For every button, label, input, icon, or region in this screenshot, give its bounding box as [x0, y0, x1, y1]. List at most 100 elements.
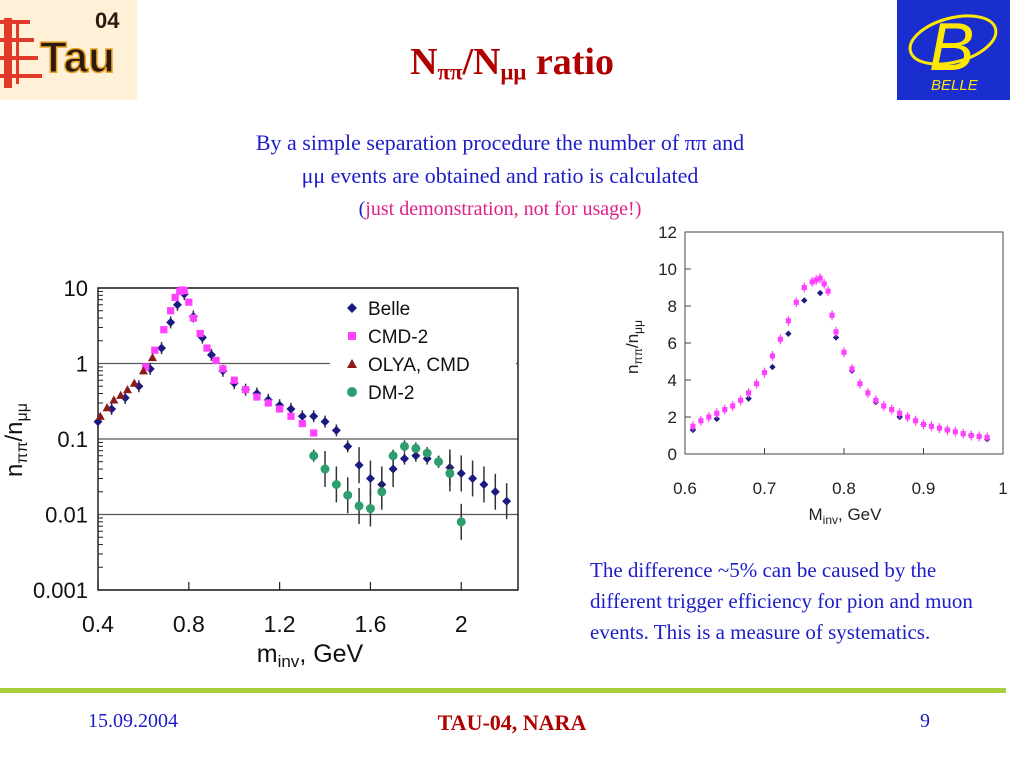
left-y-tick-label: 0.001	[33, 578, 88, 603]
right-point-cmd-2	[833, 329, 839, 335]
right-x-tick-label: 0.9	[912, 479, 936, 498]
left-x-tick-label: 0.4	[82, 611, 114, 637]
left-point-belle	[320, 417, 330, 427]
intro-disclaimer: just demonstration, not for usage!)	[365, 198, 642, 220]
legend-label: DM-2	[368, 383, 414, 404]
left-point-olya-cmd	[129, 378, 139, 387]
footer-divider	[0, 688, 1006, 693]
left-point-belle	[286, 404, 296, 414]
left-point-dm-2	[365, 504, 375, 514]
right-point-cmd-2	[706, 414, 712, 420]
left-x-axis-label: minv, GeV	[257, 640, 364, 671]
left-point-belle	[456, 468, 466, 478]
right-point-cmd-2	[809, 279, 815, 285]
left-point-belle	[120, 393, 130, 403]
left-y-tick-label: 10	[64, 276, 88, 301]
right-point-cmd-2	[738, 397, 744, 403]
right-point-belle	[816, 289, 824, 297]
left-point-dm-2	[456, 517, 466, 527]
right-point-cmd-2	[722, 407, 728, 413]
right-x-tick-label: 0.7	[753, 479, 777, 498]
right-point-cmd-2	[952, 429, 958, 435]
right-point-cmd-2	[746, 390, 752, 396]
left-point-dm-2	[399, 441, 409, 451]
left-x-tick-label: 2	[455, 611, 468, 637]
left-point-belle	[411, 451, 421, 461]
left-point-belle	[309, 411, 319, 421]
left-point-olya-cmd	[123, 385, 133, 394]
right-point-cmd-2	[690, 423, 696, 429]
legend-marker-dm-2	[347, 387, 357, 397]
right-y-axis-label: nππ/nμμ	[623, 320, 645, 374]
left-point-cmd-2	[196, 329, 204, 338]
left-point-cmd-2	[253, 393, 261, 401]
right-x-axis-label: Minv, GeV	[809, 505, 883, 527]
left-point-dm-2	[377, 487, 387, 497]
right-point-cmd-2	[905, 414, 911, 420]
left-point-belle	[172, 300, 182, 310]
legend-marker-belle	[347, 303, 357, 313]
right-point-cmd-2	[817, 275, 823, 281]
right-point-belle	[801, 297, 808, 304]
left-point-dm-2	[411, 443, 421, 453]
left-x-tick-label: 1.6	[354, 611, 386, 637]
left-point-cmd-2	[160, 326, 168, 334]
left-point-cmd-2	[185, 298, 193, 306]
left-point-dm-2	[388, 451, 398, 461]
right-y-tick-label: 12	[658, 223, 677, 242]
right-point-cmd-2	[881, 403, 887, 409]
left-point-cmd-2	[189, 314, 197, 322]
right-point-belle	[785, 330, 792, 337]
right-point-cmd-2	[944, 427, 950, 433]
tau-logo-year: 04	[95, 8, 120, 33]
left-point-belle	[490, 487, 500, 497]
tau-04-logo: 04 Tau	[0, 0, 137, 100]
left-point-cmd-2	[167, 307, 175, 315]
left-legend-box	[330, 292, 516, 404]
legend-marker-cmd-2	[348, 332, 356, 340]
intro-line-2: μμ events are obtained and ratio is calc…	[301, 163, 699, 188]
left-point-belle	[365, 473, 375, 483]
right-point-belle	[769, 363, 776, 371]
left-point-dm-2	[331, 479, 341, 489]
right-y-tick-label: 8	[668, 297, 677, 316]
left-point-dm-2	[434, 457, 444, 467]
left-point-cmd-2	[180, 287, 188, 295]
left-x-tick-label: 1.2	[264, 611, 296, 637]
left-point-cmd-2	[276, 405, 284, 413]
left-point-cmd-2	[241, 386, 250, 394]
right-point-cmd-2	[825, 288, 831, 294]
right-x-tick-label: 0.6	[673, 479, 697, 498]
left-point-dm-2	[343, 490, 353, 500]
belle-logo-text: BELLE	[931, 77, 979, 94]
left-point-cmd-2	[151, 346, 159, 354]
left-point-dm-2	[445, 468, 455, 478]
left-point-belle	[468, 473, 478, 483]
right-point-cmd-2	[730, 403, 736, 409]
slide-title: Nππ/Nμμ ratio	[0, 40, 1024, 86]
title-n: N	[410, 41, 438, 83]
belle-logo: B BELLE	[897, 0, 1010, 100]
intro-paren: (	[358, 198, 366, 220]
right-point-cmd-2	[889, 407, 895, 413]
right-point-cmd-2	[912, 418, 919, 424]
legend-marker-olya-cmd	[347, 359, 357, 368]
right-point-cmd-2	[928, 423, 935, 429]
left-point-dm-2	[320, 464, 330, 474]
left-point-dm-2	[422, 448, 432, 458]
left-point-cmd-2	[219, 365, 227, 373]
right-point-cmd-2	[793, 299, 799, 305]
right-y-tick-label: 10	[658, 260, 677, 279]
left-point-belle	[157, 343, 167, 353]
left-point-olya-cmd	[95, 411, 105, 420]
right-point-cmd-2	[873, 397, 879, 403]
left-y-tick-label: 1	[76, 352, 88, 377]
left-point-belle	[388, 464, 398, 474]
ratio-linear-chart: 0 2 4 6 8 10 12 0.6 0.7 0.8 0.9 1 nππ/nμμ Minv, Ge…	[623, 223, 1008, 527]
left-point-belle	[166, 317, 176, 327]
legend-label: Belle	[368, 299, 410, 320]
left-point-cmd-2	[287, 412, 295, 420]
right-y-tick-label: 0	[668, 445, 677, 464]
belle-logo-letter: B	[929, 9, 974, 85]
right-point-cmd-2	[769, 353, 776, 359]
